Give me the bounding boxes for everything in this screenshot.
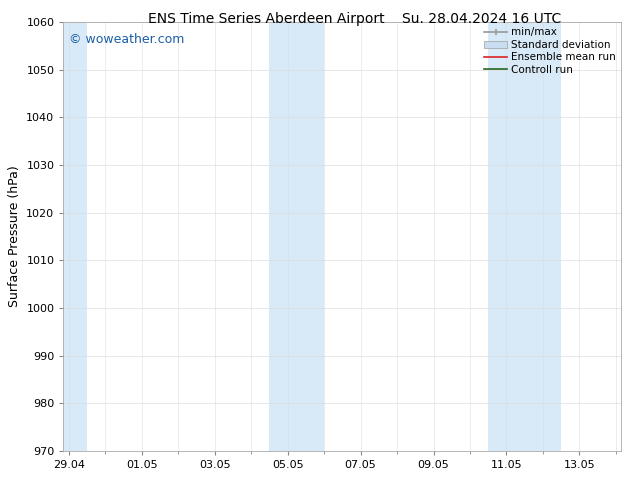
Text: © woweather.com: © woweather.com (69, 33, 184, 46)
Bar (488, 22, 561, 451)
Y-axis label: Surface Pressure (hPa): Surface Pressure (hPa) (8, 166, 21, 307)
Legend: min/max, Standard deviation, Ensemble mean run, Controll run: min/max, Standard deviation, Ensemble me… (482, 25, 618, 77)
Text: Su. 28.04.2024 16 UTC: Su. 28.04.2024 16 UTC (402, 12, 562, 26)
Bar (269, 22, 324, 451)
Bar (63, 22, 87, 451)
Text: ENS Time Series Aberdeen Airport: ENS Time Series Aberdeen Airport (148, 12, 385, 26)
